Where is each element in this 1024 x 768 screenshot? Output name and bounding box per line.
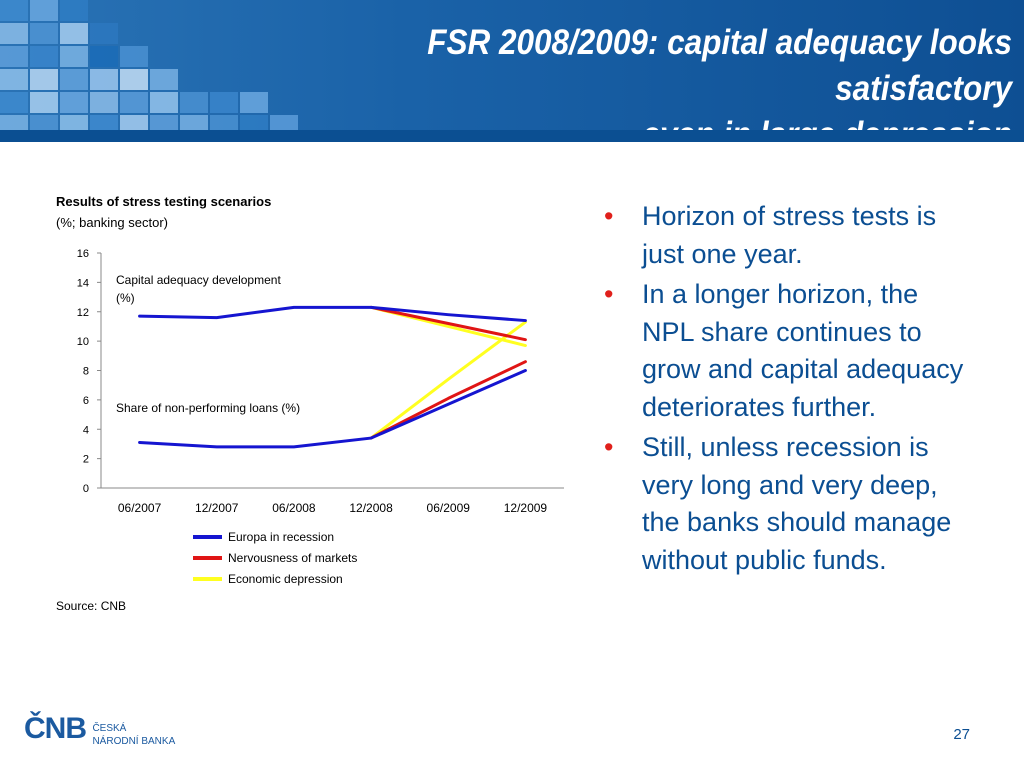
x-tick-label: 12/2007 [195, 501, 239, 515]
series-line-europa-in-recession-capital-adequacy [138, 305, 527, 323]
series-line-nervousness-of-markets-capital-adequacy [369, 305, 527, 342]
slide-title: FSR 2008/2009: capital adequacy looks sa… [328, 20, 1012, 130]
y-tick-label: 2 [83, 454, 89, 466]
y-tick-label: 16 [77, 248, 89, 260]
bullet-item: • Horizon of stress tests is just one yea… [600, 198, 970, 273]
page-number: 27 [953, 726, 970, 743]
y-tick-label: 8 [83, 366, 89, 378]
legend-swatch [193, 555, 222, 560]
x-tick-label: 12/2008 [349, 501, 393, 515]
header-banner: FSR 2008/2009: capital adequacy looks sa… [0, 0, 1024, 130]
y-tick-label: 0 [83, 483, 89, 495]
legend-item: Europa in recession [193, 526, 357, 547]
y-tick-label: 14 [77, 277, 89, 289]
bullet-text: Still, unless recession is very long and… [642, 432, 952, 575]
chart-subtitle: (%; banking sector) [56, 215, 168, 230]
annotation-capital-adequacy: Capital adequacy development [116, 273, 281, 287]
legend-label: Nervousness of markets [228, 550, 358, 565]
bullet-dot-icon: • [604, 201, 614, 231]
chart-title: Results of stress testing scenarios [56, 194, 272, 209]
y-tick-label: 10 [77, 336, 89, 348]
header-divider [0, 130, 1024, 142]
legend-swatch [193, 534, 222, 539]
cnb-logo: ČNB ČESKÁ NÁRODNÍ BANKA [24, 714, 175, 748]
y-tick-label: 12 [77, 307, 89, 319]
header-mosaic [0, 0, 298, 130]
legend-label: Europa in recession [228, 529, 335, 544]
x-tick-label: 06/2008 [272, 501, 316, 515]
bullet-text: Horizon of stress tests is just one year… [642, 201, 937, 269]
annotation-capital-adequacy-unit: (%) [116, 291, 135, 305]
bullet-list: • Horizon of stress tests is just one yea… [600, 198, 970, 582]
cnb-logo-line1: ČESKÁ [92, 723, 127, 734]
bullet-item: • In a longer horizon, the NPL share cont… [600, 276, 970, 426]
chart-series-lines [138, 305, 527, 449]
cnb-logo-text: ČESKÁ NÁRODNÍ BANKA [92, 722, 175, 748]
series-line-economic-depression-npl-share [369, 320, 527, 440]
bullet-dot-icon: • [604, 279, 614, 309]
legend-label: Economic depression [228, 571, 343, 586]
x-tick-label: 06/2007 [118, 501, 162, 515]
cnb-logo-mark: ČNB [24, 712, 87, 745]
bullet-item: • Still, unless recession is very long an… [600, 429, 970, 579]
x-tick-label: 06/2009 [427, 501, 471, 515]
y-tick-label: 6 [83, 395, 89, 407]
slide-title-line1: FSR 2008/2009: capital adequacy looks sa… [427, 23, 1012, 108]
bullet-dot-icon: • [604, 432, 614, 462]
series-line-europa-in-recession-npl-share [138, 369, 527, 449]
legend-item: Nervousness of markets [193, 547, 357, 568]
cnb-logo-line2: NÁRODNÍ BANKA [92, 736, 176, 747]
chart-legend: Europa in recession Nervousness of market… [193, 526, 357, 589]
legend-item: Economic depression [193, 568, 357, 589]
x-tick-label: 12/2009 [504, 501, 548, 515]
series-line-nervousness-of-markets-npl-share [369, 360, 527, 440]
chart-source: Source: CNB [56, 599, 127, 613]
slide-title-line2: even in large depression [328, 112, 1012, 130]
bullet-text: In a longer horizon, the NPL share conti… [642, 279, 964, 422]
y-tick-label: 4 [83, 424, 89, 436]
annotation-npl-share: Share of non-performing loans (%) [116, 401, 300, 415]
legend-swatch [193, 576, 222, 581]
chart-tick-labels: 0 2 4 6 8 10 12 14 16 06/2007 12/2007 06/2008 12/200… [77, 248, 548, 515]
stress-test-chart: 0 2 4 6 8 10 12 14 16 06/2007 12/2007 06/2008 12/200… [77, 248, 564, 515]
chart-axes [97, 252, 564, 489]
